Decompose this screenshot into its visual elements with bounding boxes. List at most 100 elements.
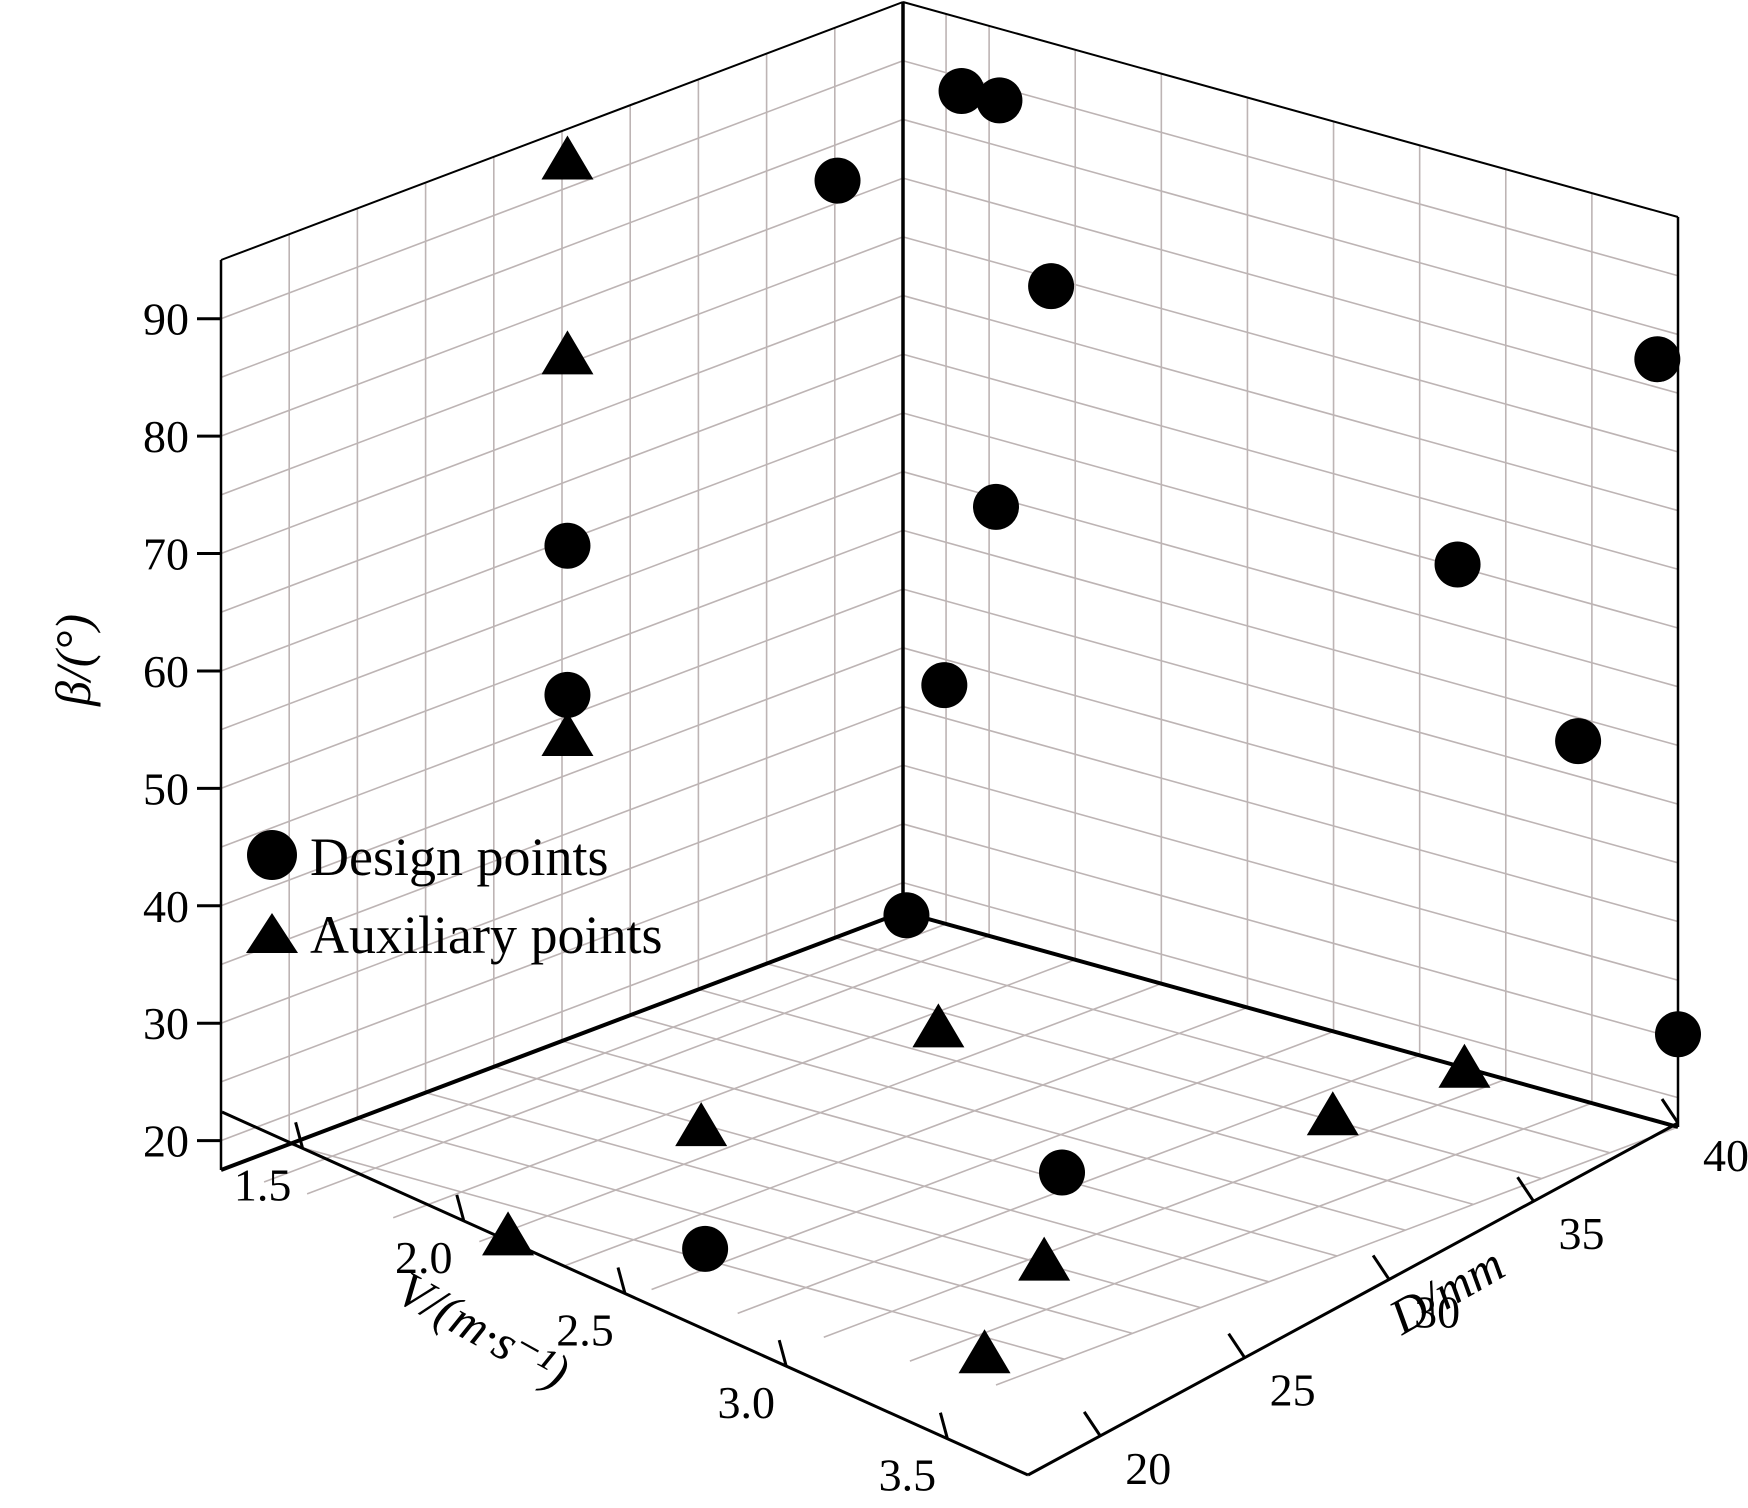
right-wall-gridline bbox=[902, 588, 1679, 805]
d-tick-mark bbox=[1516, 1176, 1535, 1203]
d-tick-mark bbox=[1082, 1411, 1102, 1437]
design-point bbox=[1655, 1011, 1701, 1058]
v-tick-label: 2.0 bbox=[395, 1232, 453, 1283]
points-layer bbox=[482, 68, 1701, 1374]
v-tick-mark bbox=[455, 1194, 466, 1222]
design-point bbox=[682, 1225, 729, 1272]
left-wall-gridline bbox=[220, 118, 904, 379]
beta-tick-label: 30 bbox=[143, 998, 189, 1049]
design-point bbox=[1634, 336, 1681, 383]
right-wall-gridline bbox=[902, 236, 1679, 453]
left-wall-gridline bbox=[220, 647, 904, 907]
left-wall-gridline bbox=[220, 588, 904, 848]
right-wall-gridline bbox=[902, 177, 1679, 394]
right-wall-gridline bbox=[902, 59, 1679, 277]
design-point bbox=[1028, 263, 1075, 310]
beta-tick-label: 60 bbox=[143, 646, 189, 697]
v-tick-mark bbox=[616, 1267, 627, 1294]
right-wall-gridline bbox=[902, 294, 1679, 512]
left-wall-gridline bbox=[220, 470, 904, 731]
floor-gridline bbox=[493, 1066, 1270, 1283]
design-point bbox=[1039, 1149, 1086, 1196]
auxiliary-point bbox=[1018, 1236, 1071, 1281]
auxiliary-point bbox=[541, 135, 594, 180]
design-point bbox=[973, 483, 1019, 530]
auxiliary-point bbox=[912, 1003, 965, 1048]
left-wall-gridline bbox=[220, 59, 904, 320]
beta-tick-label: 50 bbox=[143, 763, 189, 814]
design-point bbox=[921, 662, 968, 709]
floor-gridline bbox=[651, 1030, 1334, 1291]
design-point bbox=[938, 68, 985, 115]
design-point bbox=[976, 77, 1023, 124]
left-wall-gridline bbox=[220, 353, 904, 614]
d-tick-label: 20 bbox=[1125, 1443, 1171, 1494]
design-point bbox=[1434, 541, 1481, 588]
left-wall-gridline bbox=[220, 823, 904, 1083]
right-wall-gridline bbox=[902, 412, 1679, 629]
legend-circle-marker bbox=[247, 830, 297, 880]
beta-tick-label: 80 bbox=[143, 411, 189, 462]
auxiliary-point bbox=[541, 711, 594, 756]
right-wall-gridline bbox=[902, 353, 1679, 571]
v-tick-mark bbox=[938, 1412, 949, 1440]
axes-layer bbox=[219, 1, 1680, 1477]
floor-gridline bbox=[392, 959, 1076, 1219]
beta-tick-label: 90 bbox=[143, 294, 189, 345]
v-tick-mark bbox=[777, 1339, 788, 1367]
left-wall-gridline bbox=[220, 764, 904, 1024]
left-wall-gridline bbox=[220, 177, 904, 437]
floor-edge-v bbox=[220, 910, 904, 1172]
right-wall-gridline bbox=[902, 705, 1679, 923]
legend: Design points Auxiliary points bbox=[246, 827, 662, 965]
beta-tick-label: 70 bbox=[143, 529, 189, 580]
v-tick-label: 1.5 bbox=[234, 1159, 292, 1210]
auxiliary-point bbox=[1306, 1091, 1359, 1136]
floor-gridline bbox=[306, 935, 990, 1195]
d-axis-line bbox=[1027, 1121, 1679, 1477]
floor-gridline bbox=[834, 937, 1611, 1154]
right-wall-gridline bbox=[902, 881, 1679, 1099]
right-wall-gridline bbox=[902, 647, 1679, 864]
v-tick-label: 3.5 bbox=[879, 1450, 937, 1501]
v-axis-title: V/(m·s⁻¹) bbox=[388, 1260, 579, 1400]
d-tick-label: 30 bbox=[1414, 1286, 1460, 1337]
left-wall-gridline bbox=[220, 705, 904, 966]
beta-axis-title: β/(°) bbox=[45, 614, 101, 707]
left-wall-gridline bbox=[220, 529, 904, 790]
floor-gridline bbox=[288, 1143, 1065, 1360]
legend-entry-design: Design points bbox=[310, 827, 609, 887]
design-point bbox=[544, 522, 591, 569]
v-tick-label: 2.5 bbox=[556, 1305, 614, 1356]
floor-gridline bbox=[823, 1078, 1507, 1338]
beta-tick-label: 40 bbox=[143, 881, 189, 932]
floor-gridline bbox=[995, 1126, 1679, 1386]
right-wall-gridline bbox=[902, 764, 1679, 981]
legend-entry-auxiliary: Auxiliary points bbox=[310, 905, 662, 965]
design-point bbox=[883, 892, 930, 939]
v-tick-label: 3.0 bbox=[717, 1377, 775, 1428]
floor-gridline bbox=[425, 1091, 1201, 1309]
floor-gridline bbox=[565, 1006, 1248, 1267]
d-tick-mark bbox=[1227, 1332, 1246, 1359]
floor-gridline bbox=[561, 1040, 1338, 1257]
floor-gridline bbox=[263, 923, 947, 1183]
left-wall-gridline bbox=[220, 881, 904, 1142]
box-edge bbox=[220, 1, 904, 261]
d-tick-label: 25 bbox=[1270, 1365, 1316, 1416]
floor-gridline bbox=[479, 982, 1162, 1243]
design-point bbox=[814, 157, 861, 204]
design-point bbox=[544, 671, 591, 718]
d-tick-mark bbox=[1660, 1098, 1680, 1124]
auxiliary-point bbox=[482, 1211, 535, 1256]
floor-gridline bbox=[629, 1014, 1406, 1231]
design-point bbox=[1555, 718, 1602, 765]
auxiliary-point bbox=[1438, 1043, 1491, 1088]
auxiliary-point bbox=[958, 1329, 1011, 1374]
right-wall-gridline bbox=[902, 823, 1679, 1040]
right-wall-gridline bbox=[902, 529, 1679, 747]
auxiliary-point bbox=[541, 330, 594, 375]
tick-layer: 1.5 2.0 2.5 3.0 3.5 20 25 30 35 40 20 30 40 50 60 70 80 9… bbox=[143, 294, 1748, 1501]
